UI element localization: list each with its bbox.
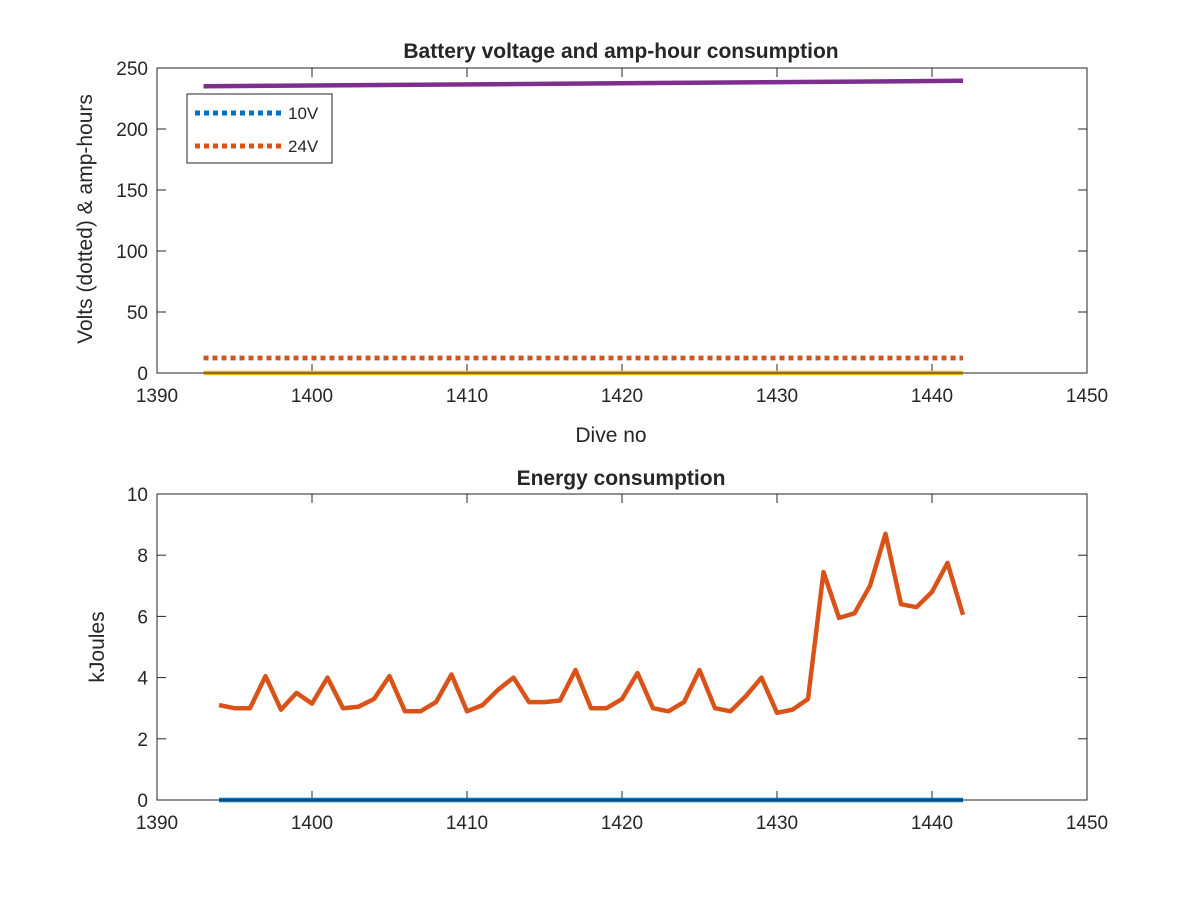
top-x-axis-label: Dive no [575, 424, 646, 447]
y-tick-label: 10 [127, 485, 148, 506]
x-tick-label: 1420 [601, 386, 643, 407]
x-tick-label: 1390 [136, 813, 178, 834]
top-axis-ticks: 1390 1400 1410 1420 1430 1440 1450 0 50 100 150 200… [116, 59, 1108, 407]
series-line-1-1 [218, 531, 966, 716]
top-chart-title: Battery voltage and amp-hour consumption [403, 40, 838, 63]
y-tick-label: 50 [127, 303, 148, 324]
x-tick-label: 1400 [291, 386, 333, 407]
y-tick-label: 2 [137, 730, 148, 751]
series-line-0-3 [203, 78, 964, 89]
x-tick-label: 1430 [756, 813, 798, 834]
y-tick-label: 0 [137, 791, 148, 812]
legend-box [186, 93, 333, 164]
y-tick-label: 6 [137, 607, 148, 628]
x-tick-label: 1440 [911, 813, 953, 834]
x-tick-label: 1450 [1066, 813, 1108, 834]
bottom-axes-box [156, 493, 1088, 801]
y-tick-label: 200 [116, 120, 148, 141]
top-axes: Battery voltage and amp-hour consumption… [74, 40, 1108, 447]
x-tick-label: 1400 [291, 813, 333, 834]
bottom-y-axis-label: kJoules [86, 611, 109, 682]
y-tick-label: 4 [137, 669, 148, 690]
x-tick-label: 1420 [601, 813, 643, 834]
x-tick-label: 1440 [911, 386, 953, 407]
bottom-series-group [218, 531, 966, 803]
top-axes-box [156, 67, 1088, 374]
x-tick-label: 1390 [136, 386, 178, 407]
top-y-axis-label: Volts (dotted) & amp-hours [74, 94, 97, 344]
bottom-axes: Energy consumption kJoules 1390 1400 1410 1… [86, 467, 1108, 834]
legend: 10V 24V [186, 93, 333, 164]
bottom-chart-title: Energy consumption [517, 467, 726, 490]
y-tick-label: 100 [116, 242, 148, 263]
legend-label-10v: 10V [288, 104, 319, 123]
bottom-axis-ticks: 1390 1400 1410 1420 1430 1440 1450 0 2 4 6 8 10 [127, 485, 1108, 834]
legend-label-24v: 24V [288, 137, 319, 156]
x-tick-label: 1450 [1066, 386, 1108, 407]
x-tick-label: 1430 [756, 386, 798, 407]
x-tick-label: 1410 [446, 386, 488, 407]
y-tick-label: 150 [116, 181, 148, 202]
x-tick-label: 1410 [446, 813, 488, 834]
y-tick-label: 250 [116, 59, 148, 80]
y-tick-label: 8 [137, 546, 148, 567]
y-tick-label: 0 [137, 364, 148, 385]
